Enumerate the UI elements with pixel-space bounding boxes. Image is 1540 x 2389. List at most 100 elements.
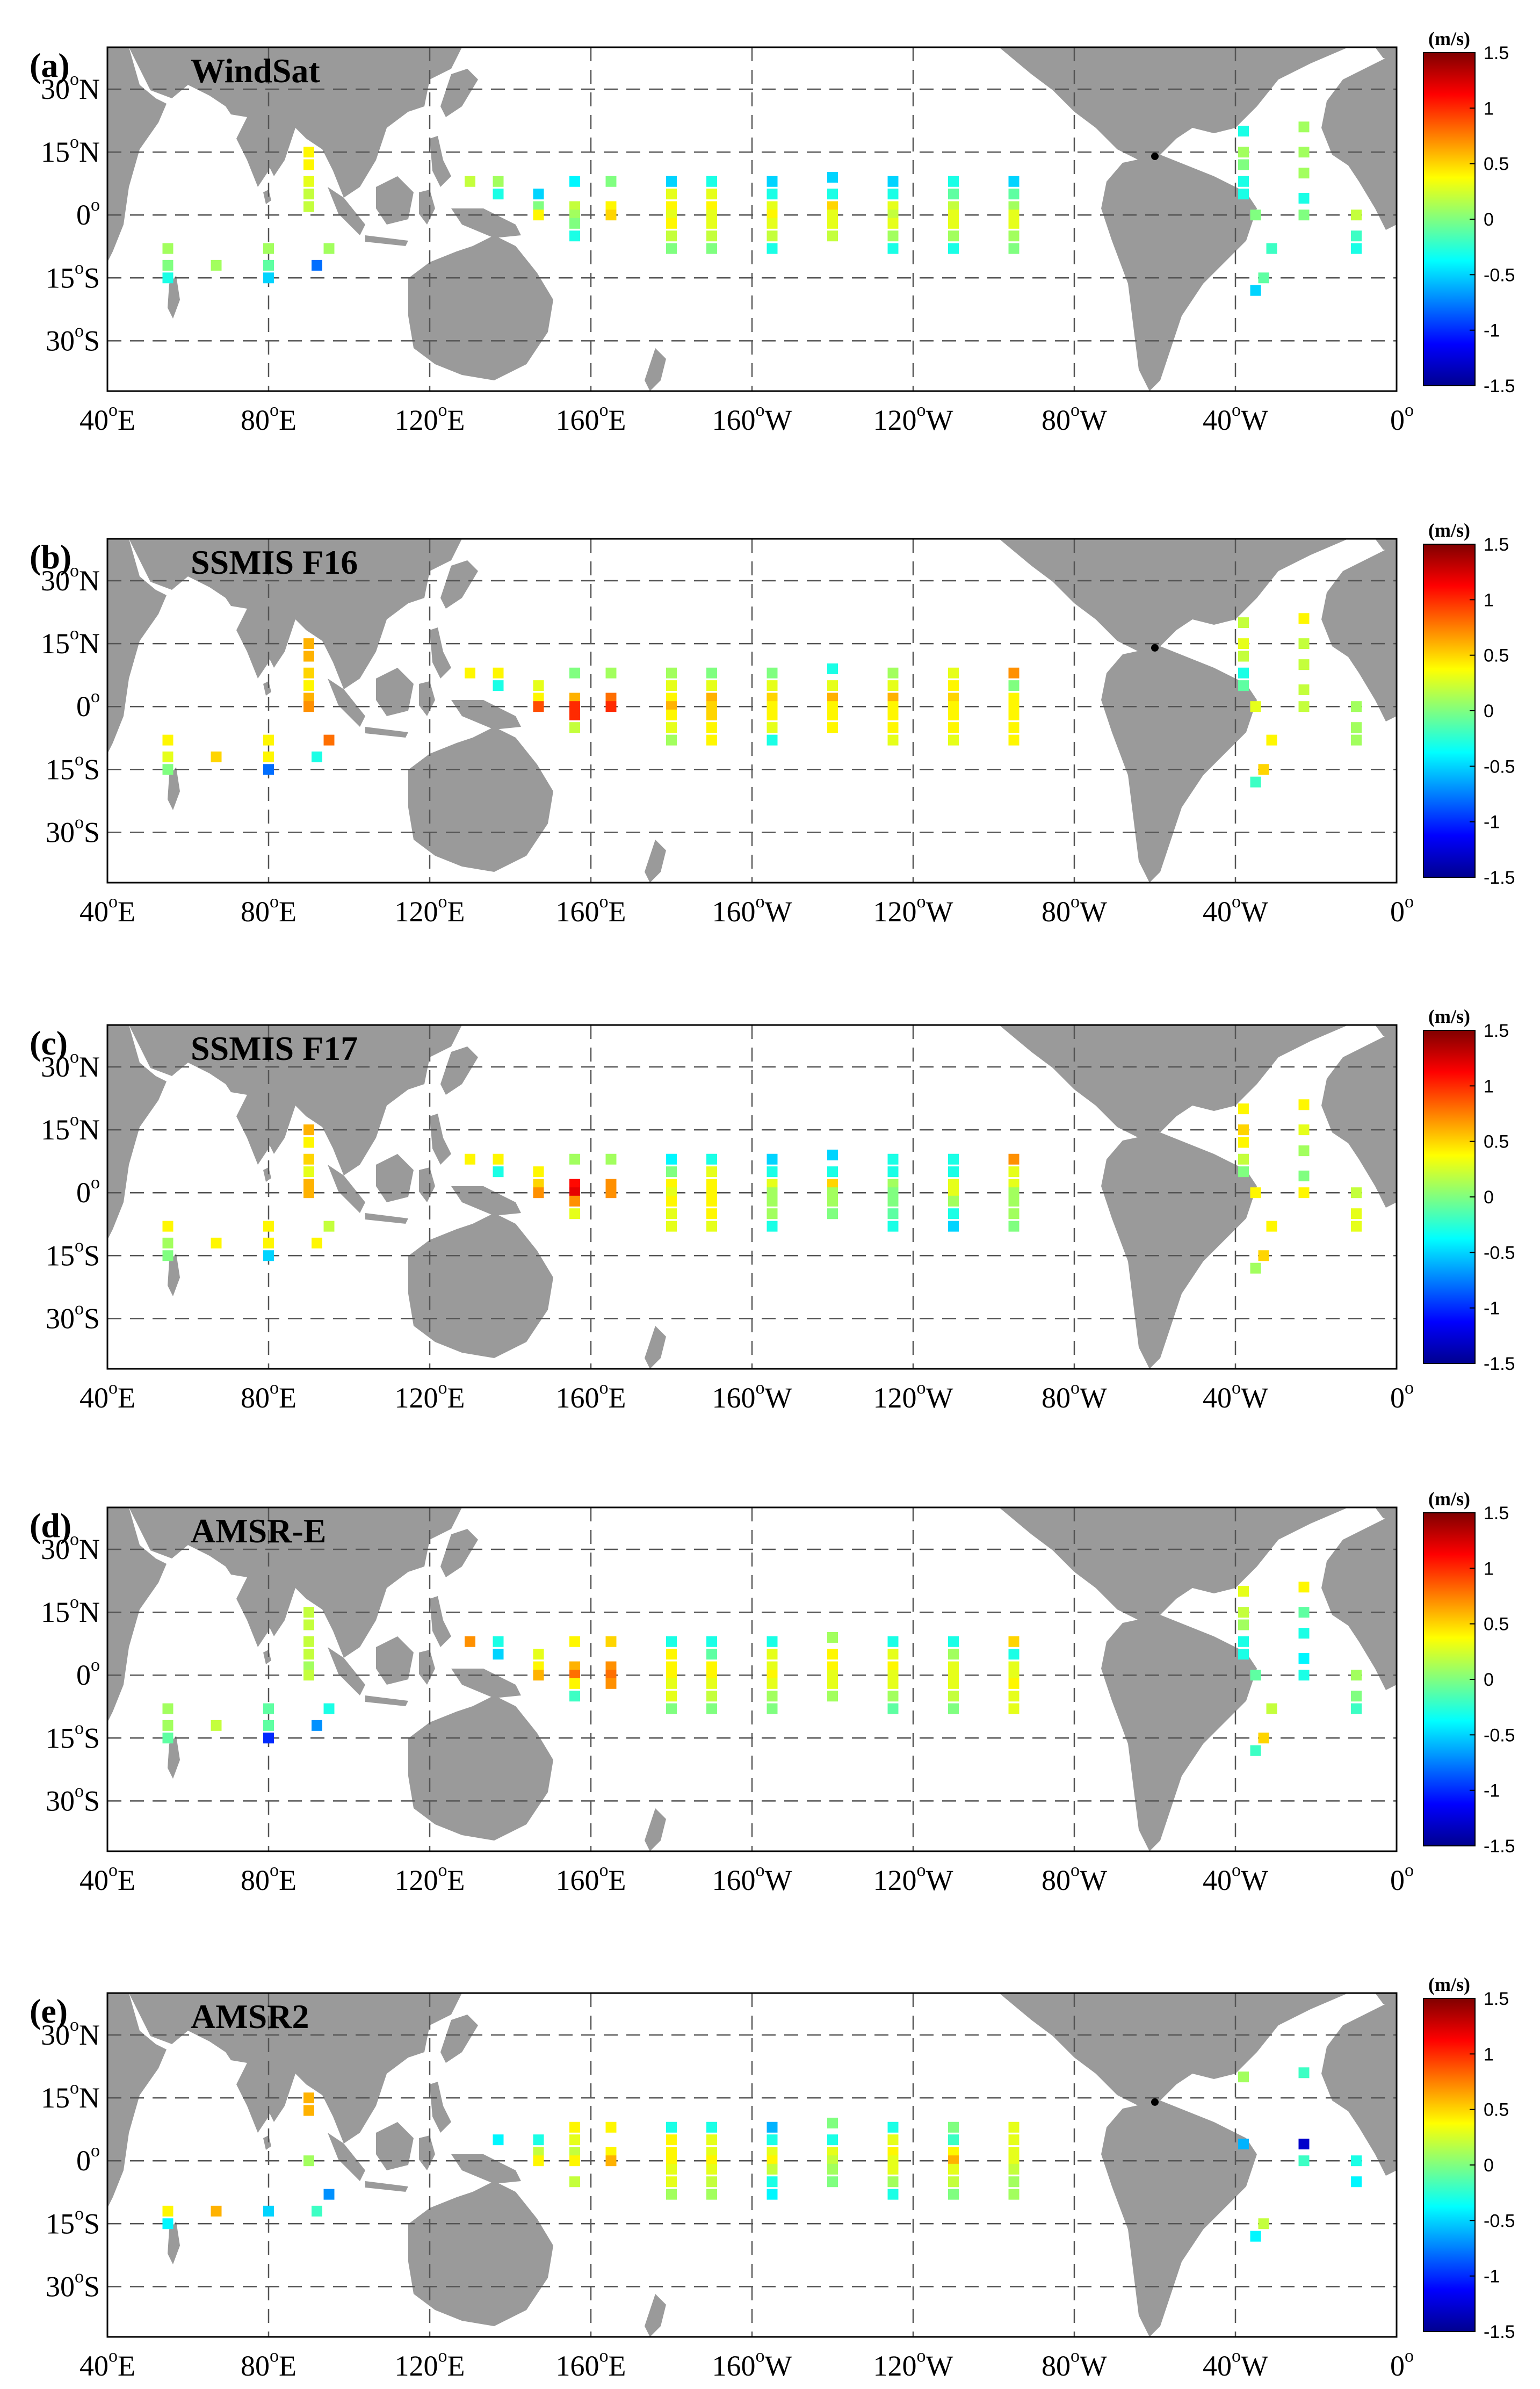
data-square [827, 1678, 838, 1689]
data-square [1008, 1691, 1020, 1702]
data-square [827, 1691, 838, 1702]
data-square [827, 1166, 838, 1178]
x-tick-label: 160oW [712, 2346, 792, 2382]
data-square [767, 1649, 778, 1660]
station-dot [1151, 2098, 1159, 2106]
y-tick-label: 30oS [46, 1298, 100, 1334]
data-square [887, 2121, 899, 2133]
data-square [303, 667, 314, 679]
colorbar-unit: (m/s) [1428, 1006, 1470, 1027]
data-square [706, 2155, 717, 2167]
x-tick-label: 120oW [873, 1860, 953, 1896]
data-square [1351, 2176, 1362, 2188]
colorbar-tick-label: 0.5 [1484, 2100, 1509, 2120]
colorbar-tick-label: 0 [1484, 2155, 1494, 2176]
data-square [1298, 638, 1310, 649]
data-square [569, 1208, 580, 1219]
colorbar: (m/s) 1.5 1 0.5 0 -0.5 -1 -1.5 [1423, 1006, 1515, 1374]
data-square [263, 1703, 274, 1714]
data-square [1266, 734, 1277, 746]
data-square [666, 667, 677, 679]
data-square [1238, 1124, 1249, 1136]
data-square [533, 1649, 544, 1660]
data-square [569, 1153, 580, 1165]
x-tick-label: 40oE [79, 1378, 135, 1414]
data-square [887, 2155, 899, 2167]
sensor-title: AMSR-E [191, 1512, 326, 1550]
data-square [1008, 1153, 1020, 1165]
data-square [162, 1250, 173, 1261]
data-square [1298, 168, 1310, 179]
data-square [767, 1703, 778, 1714]
data-square [1238, 617, 1249, 629]
data-square [767, 667, 778, 679]
data-square [827, 1649, 838, 1660]
y-tick-label: 15oS [46, 1236, 100, 1272]
data-square [323, 1221, 335, 1232]
data-square [706, 692, 717, 704]
data-square [263, 764, 274, 775]
data-square [533, 201, 544, 212]
data-square [533, 1166, 544, 1178]
data-square [263, 734, 274, 746]
data-square [827, 210, 838, 221]
map-panel-a: (a) WindSat 30oN 15oN 0o 15oS 30oS 40oE 80oE 120o… [30, 28, 1515, 436]
data-square [767, 722, 778, 733]
map-area [107, 1025, 1397, 1369]
data-square [767, 2189, 778, 2200]
data-square [1250, 285, 1261, 296]
data-square [827, 1179, 838, 1190]
data-square [706, 1703, 717, 1714]
data-square [666, 1195, 677, 1207]
data-square [1238, 176, 1249, 187]
data-square [1351, 734, 1362, 746]
data-square [1298, 1607, 1310, 1618]
data-square [948, 1153, 959, 1165]
data-square [162, 259, 173, 271]
data-square [666, 1187, 677, 1199]
data-square [827, 2147, 838, 2158]
data-square [312, 1237, 322, 1248]
data-square [706, 1179, 717, 1190]
data-square [1238, 638, 1249, 649]
data-square [1298, 1124, 1310, 1136]
data-square [767, 230, 778, 242]
data-square [493, 176, 504, 187]
data-square [887, 1166, 899, 1178]
data-square [887, 709, 899, 720]
colorbar-tick-label: -1 [1484, 2267, 1500, 2287]
x-tick-label: 80oE [241, 1860, 297, 1896]
colorbar-tick-label: 1.5 [1484, 1021, 1509, 1041]
data-square [948, 189, 959, 200]
data-square [303, 2105, 314, 2116]
x-tick-label: 80oW [1042, 400, 1107, 436]
data-square [827, 680, 838, 691]
data-square [1008, 2189, 1020, 2200]
data-square [887, 218, 899, 229]
panels-container: (a) WindSat 30oN 15oN 0o 15oS 30oS 40oE 80oE 120o… [30, 28, 1515, 2382]
data-square [303, 638, 314, 649]
data-square [827, 1208, 838, 1219]
data-square [569, 2155, 580, 2167]
data-square [1266, 1221, 1277, 1232]
data-square [887, 1221, 899, 1232]
data-square [263, 1720, 274, 1731]
data-square [211, 1720, 222, 1731]
data-square [767, 1221, 778, 1232]
data-square [1008, 2121, 1020, 2133]
x-tick-label: 120oW [873, 1378, 953, 1414]
data-square [1351, 1691, 1362, 1702]
data-square [569, 1636, 580, 1647]
data-square [1250, 210, 1261, 221]
data-square [1008, 2134, 1020, 2146]
data-square [706, 2121, 717, 2133]
data-square [1258, 1733, 1269, 1744]
y-tick-label: 15oN [41, 1110, 100, 1146]
data-square [887, 230, 899, 242]
colorbar-gradient [1423, 544, 1476, 878]
data-square [1008, 680, 1020, 691]
x-tick-label: 0o [1390, 1860, 1414, 1896]
data-square [1008, 1636, 1020, 1647]
data-square [948, 1195, 959, 1207]
data-square [303, 1661, 314, 1672]
